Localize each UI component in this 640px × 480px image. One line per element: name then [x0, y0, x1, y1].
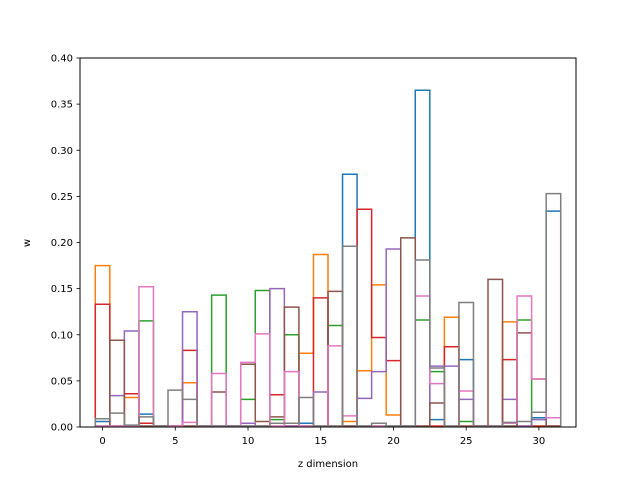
- x-axis-ticks: 0 5 10 15 20 25 30: [99, 427, 545, 447]
- x-tick-label: 20: [387, 436, 400, 447]
- y-tick-label: 0.00: [51, 423, 73, 434]
- plot-area: [79, 57, 577, 428]
- x-tick-label: 25: [460, 436, 473, 447]
- y-tick-label: 0.15: [51, 284, 73, 295]
- x-tick-label: 30: [533, 436, 546, 447]
- y-tick-label: 0.30: [51, 146, 73, 157]
- y-tick-label: 0.25: [51, 192, 73, 203]
- x-tick-label: 10: [242, 436, 255, 447]
- x-axis-label: z dimension: [298, 459, 358, 470]
- series-line-8: [94, 192, 562, 427]
- y-tick-label: 0.35: [51, 100, 73, 111]
- x-tick-label: 5: [172, 436, 178, 447]
- y-tick-label: 0.10: [51, 330, 73, 341]
- y-tick-label: 0.20: [51, 238, 73, 249]
- series-layer: [94, 89, 562, 427]
- y-tick-label: 0.40: [51, 54, 73, 65]
- y-tick-label: 0.05: [51, 376, 73, 387]
- y-axis-ticks: 0.00 0.05 0.10 0.15 0.20 0.25 0.30 0.35 0.40: [51, 54, 80, 434]
- x-tick-label: 15: [314, 436, 327, 447]
- x-tick-label: 0: [99, 436, 105, 447]
- y-axis-label: w: [22, 239, 33, 247]
